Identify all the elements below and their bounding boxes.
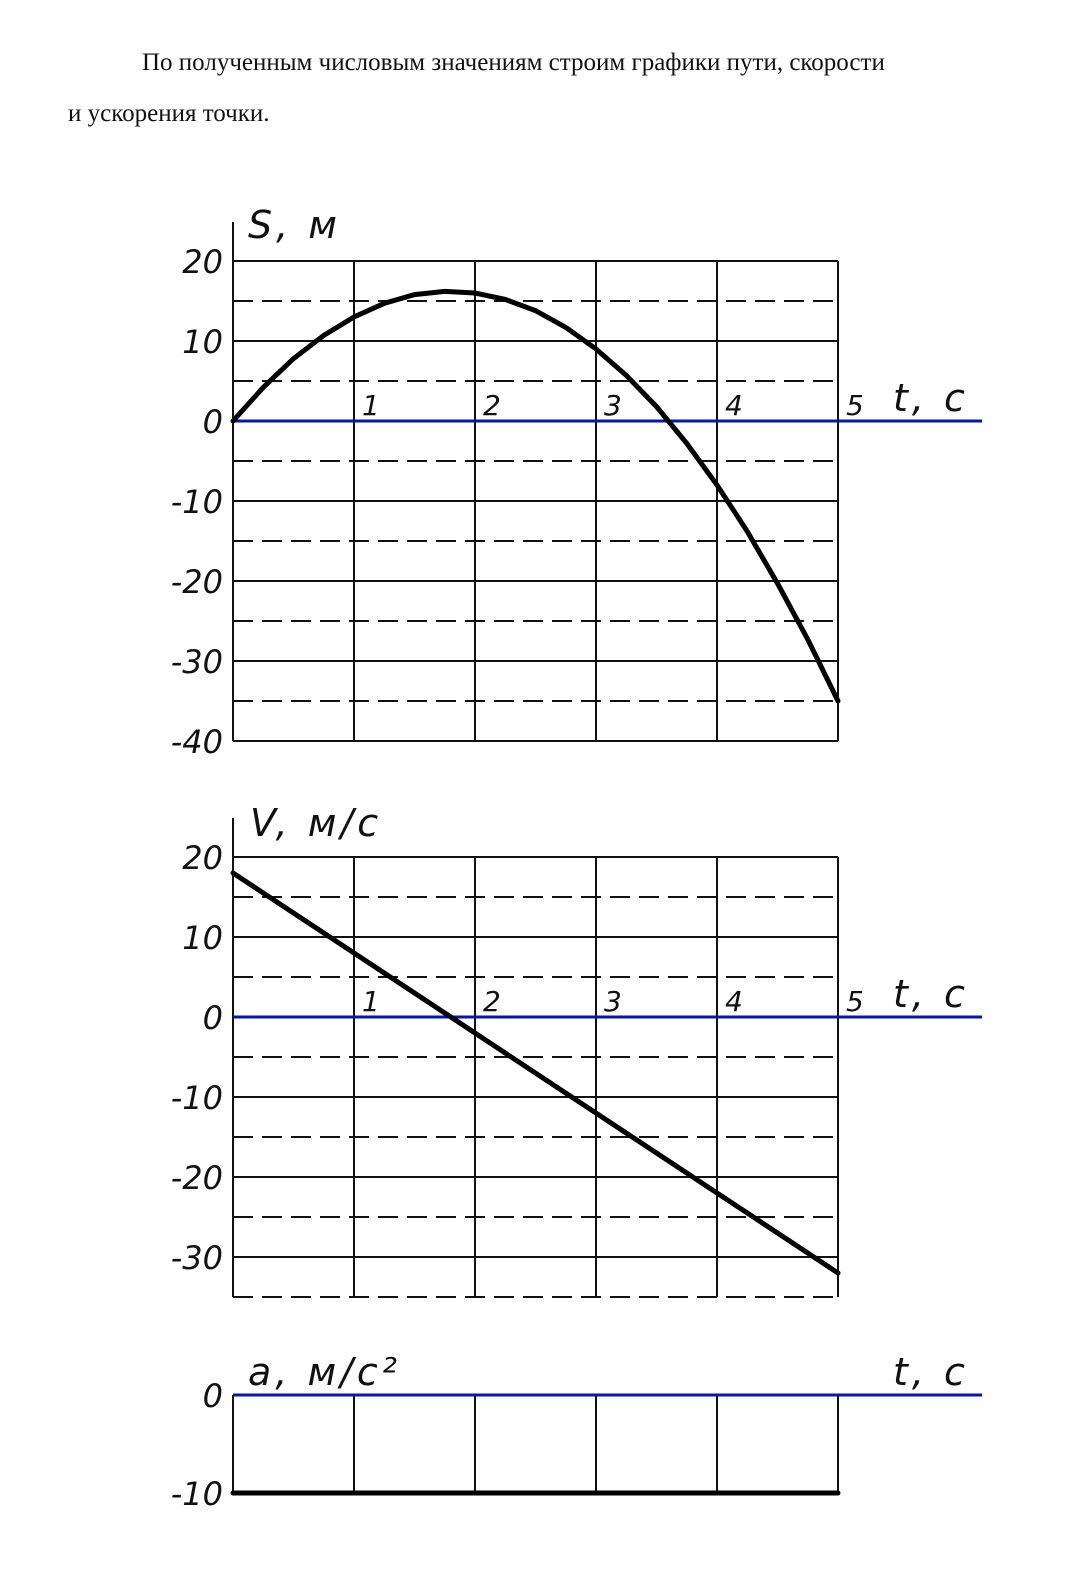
x-tick-label: 4 [725,985,743,1018]
x-axis-label: t, с [893,376,969,420]
x-tick-label: 2 [483,389,501,422]
x-tick-label: 3 [604,985,622,1018]
y-tick-label: -20 [171,563,223,601]
y-tick-label: -30 [171,1239,223,1277]
y-tick-label: 20 [182,243,223,281]
x-tick-label: 2 [483,985,501,1018]
y-tick-label: 10 [182,919,223,957]
x-tick-label: 1 [362,985,380,1018]
y-tick-label: 0 [203,1377,223,1415]
y-tick-label: -10 [171,1079,223,1117]
data-line [230,870,841,1276]
paragraph-line: По полученным числовым значениям строим … [142,49,885,76]
y-tick-label: -40 [171,723,223,761]
y-tick-label: 0 [203,403,223,441]
x-tick-label: 4 [725,389,743,422]
x-tick-label: 5 [846,389,864,422]
y-tick-label: -30 [171,643,223,681]
y-axis-label: a, м/с² [248,1350,401,1394]
y-tick-label: -20 [171,1159,223,1197]
y-axis-label: S, м [248,203,341,247]
y-tick-label: -10 [171,483,223,521]
y-tick-label: -10 [171,1475,223,1513]
y-tick-label: 20 [182,839,223,877]
x-axis-label: t, с [893,972,969,1016]
x-tick-label: 1 [362,389,380,422]
x-tick-label: 5 [846,985,864,1018]
y-tick-label: 10 [182,323,223,361]
paragraph-line: и ускорения точки. [68,100,270,127]
x-tick-label: 3 [604,389,622,422]
y-tick-label: 0 [203,999,223,1037]
data-line [230,288,841,704]
x-axis-label: t, с [893,1350,969,1394]
y-axis-label: V, м/с [250,801,382,845]
